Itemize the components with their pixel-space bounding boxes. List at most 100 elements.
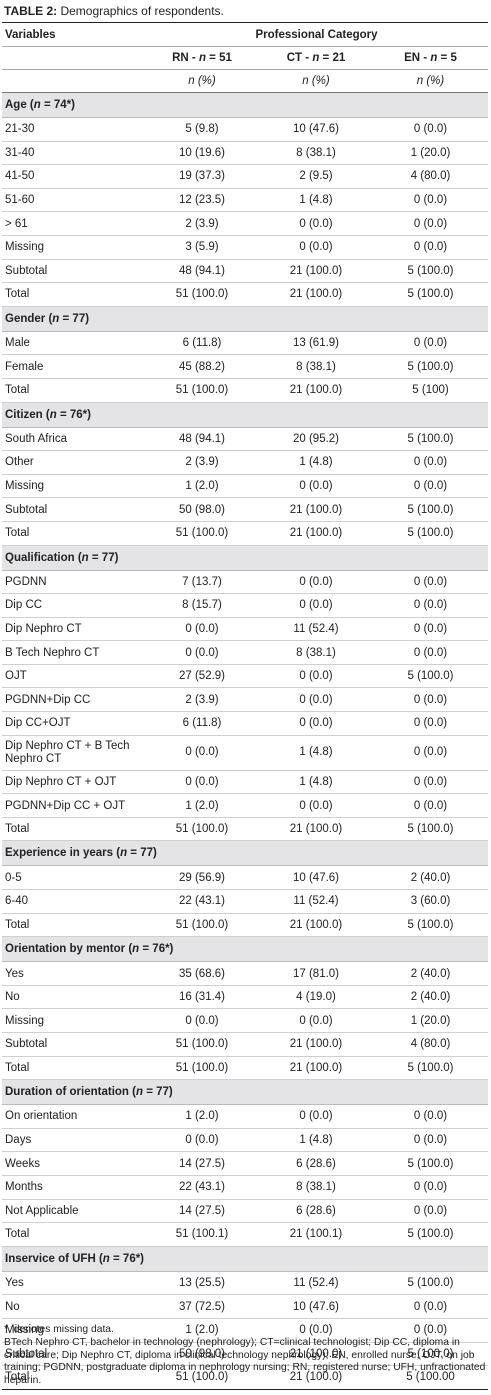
cell-en: 0 (0.0) — [373, 570, 489, 595]
row-label: Days — [2, 1128, 145, 1153]
cell-en: 0 (0.0) — [373, 711, 489, 736]
table-row: Male 6 (11.8) 13 (61.9) 0 (0.0) — [2, 331, 489, 356]
cell-rn: 6 (11.8) — [145, 331, 259, 356]
cell-rn: 51 (100.0) — [145, 1365, 259, 1390]
table-row: Missing 1 (2.0) 0 (0.0) 0 (0.0) — [2, 474, 489, 499]
cell-ct: 10 (47.6) — [259, 1294, 373, 1319]
cell-rn: 8 (15.7) — [145, 593, 259, 618]
cell-ct: 11 (52.4) — [259, 1271, 373, 1296]
cell-en: 0 (0.0) — [373, 593, 489, 618]
row-label: 21-30 — [2, 117, 145, 142]
cell-rn: 37 (72.5) — [145, 1294, 259, 1319]
cell-ct: 0 (0.0) — [259, 474, 373, 499]
table-row: 6-40 22 (43.1) 11 (52.4) 3 (60.0) — [2, 889, 489, 914]
table-row: B Tech Nephro CT 0 (0.0) 8 (38.1) 0 (0.0) — [2, 640, 489, 665]
table-row: Missing 3 (5.9) 0 (0.0) 0 (0.0) — [2, 235, 489, 260]
cell-en: 5 (100.0) — [373, 354, 489, 379]
row-label: Missing — [2, 1318, 145, 1343]
cell-rn: 50 (98.0) — [145, 1342, 259, 1367]
table-row: Dip Nephro CT 0 (0.0) 11 (52.4) 0 (0.0) — [2, 617, 489, 642]
cell-ct: 2 (9.5) — [259, 164, 373, 189]
cell-ct: 0 (0.0) — [259, 711, 373, 736]
cell-en: 0 (0.0) — [373, 793, 489, 818]
cell-ct: 0 (0.0) — [259, 793, 373, 818]
cell-rn: 48 (94.1) — [145, 259, 259, 284]
row-label: OJT — [2, 664, 145, 689]
cell-en: 5 (100) — [373, 378, 489, 403]
table-row: > 61 2 (3.9) 0 (0.0) 0 (0.0) — [2, 211, 489, 236]
row-label: Yes — [2, 961, 145, 986]
cell-rn: 3 (5.9) — [145, 235, 259, 260]
table-row: Dip Nephro CT + B Tech Nephro CT 0 (0.0) 1… — [2, 735, 489, 771]
table-row: South Africa 48 (94.1) 20 (95.2) 5 (100.0) — [2, 427, 489, 452]
cell-en: 5 (100.0) — [373, 1056, 489, 1081]
cell-en: 0 (0.0) — [373, 474, 489, 499]
cell-ct: 0 (0.0) — [259, 1104, 373, 1129]
row-label: PGDNN — [2, 570, 145, 595]
table-row: 31-40 10 (19.6) 8 (38.1) 1 (20.0) — [2, 141, 489, 166]
cell-en: 0 (0.0) — [373, 770, 489, 795]
table-row: 21-30 5 (9.8) 10 (47.6) 0 (0.0) — [2, 117, 489, 142]
cell-rn: 45 (88.2) — [145, 354, 259, 379]
table-row: Other 2 (3.9) 1 (4.8) 0 (0.0) — [2, 450, 489, 475]
table-row: Total 51 (100.0) 21 (100.0) 5 (100) — [2, 378, 489, 403]
cell-en: 5 (100.0) — [373, 1222, 489, 1247]
cell-rn: 51 (100.1) — [145, 1222, 259, 1247]
table-row: Subtotal 50 (98.0) 21 (100.0) 5 (100.0) — [2, 497, 489, 522]
cell-ct: 21 (100.0) — [259, 378, 373, 403]
row-label: Male — [2, 331, 145, 356]
table-body: Age (n = 74*) 21-30 5 (9.8) 10 (47.6) 0 (0.0… — [2, 92, 489, 1390]
cell-ct: 8 (38.1) — [259, 640, 373, 665]
row-label: > 61 — [2, 211, 145, 236]
cell-ct: 21 (100.0) — [259, 521, 373, 546]
cell-ct: 13 (61.9) — [259, 331, 373, 356]
row-label: Not Applicable — [2, 1199, 145, 1224]
cell-en: 2 (40.0) — [373, 985, 489, 1010]
cell-en: 5 (100.00 — [373, 1365, 489, 1390]
section-header-row: Orientation by mentor (n = 76*) — [2, 936, 489, 963]
cell-rn: 22 (43.1) — [145, 1175, 259, 1200]
row-label: Total — [2, 378, 145, 403]
cell-en: 0 (0.0) — [373, 450, 489, 475]
cell-ct: 11 (52.4) — [259, 617, 373, 642]
cell-ct: 4 (19.0) — [259, 985, 373, 1010]
table-row: Dip CC+OJT 6 (11.8) 0 (0.0) 0 (0.0) — [2, 711, 489, 736]
table-row: Yes 35 (68.6) 17 (81.0) 2 (40.0) — [2, 961, 489, 986]
table-row: 51-60 12 (23.5) 1 (4.8) 0 (0.0) — [2, 188, 489, 213]
row-label: Total — [2, 1365, 145, 1390]
table-row: PGDNN+Dip CC + OJT 1 (2.0) 0 (0.0) 0 (0.0) — [2, 793, 489, 818]
table-row: Days 0 (0.0) 1 (4.8) 0 (0.0) — [2, 1128, 489, 1153]
cell-en: 4 (80.0) — [373, 164, 489, 189]
cell-rn: 48 (94.1) — [145, 427, 259, 452]
section-title: Qualification (n = 77) — [2, 545, 489, 571]
row-label: On orientation — [2, 1104, 145, 1129]
cell-ct: 21 (100.1) — [259, 1222, 373, 1247]
header-unit-ct: n (%) — [259, 69, 373, 93]
cell-rn: 1 (2.0) — [145, 1318, 259, 1343]
header-unit-en: n (%) — [373, 69, 489, 93]
row-label: No — [2, 1294, 145, 1319]
table-row: OJT 27 (52.9) 0 (0.0) 5 (100.0) — [2, 664, 489, 689]
cell-ct: 1 (4.8) — [259, 188, 373, 213]
row-label: Other — [2, 450, 145, 475]
table-row: Total 51 (100.0) 21 (100.0) 5 (100.0) — [2, 817, 489, 842]
cell-ct: 10 (47.6) — [259, 865, 373, 891]
cell-en: 0 (0.0) — [373, 617, 489, 642]
cell-en: 0 (0.0) — [373, 1175, 489, 1200]
table-footnotes: *, denotes missing data. BTech Nephro CT,… — [4, 1324, 488, 1388]
table-row: Total 51 (100.0) 21 (100.0) 5 (100.0) — [2, 282, 489, 307]
cell-rn: 7 (13.7) — [145, 570, 259, 595]
table-row: Missing 0 (0.0) 0 (0.0) 1 (20.0) — [2, 1008, 489, 1033]
cell-ct: 10 (47.6) — [259, 117, 373, 142]
table-row: Months 22 (43.1) 8 (38.1) 0 (0.0) — [2, 1175, 489, 1200]
cell-en: 0 (0.0) — [373, 117, 489, 142]
row-label: Missing — [2, 1008, 145, 1033]
section-title: Inservice of UFH (n = 76*) — [2, 1246, 489, 1272]
row-label: Dip Nephro CT + OJT — [2, 770, 145, 795]
section-header-row: Citizen (n = 76*) — [2, 402, 489, 428]
section-title: Gender (n = 77) — [2, 306, 489, 332]
cell-en: 5 (100.0) — [373, 259, 489, 284]
table-row: 0-5 29 (56.9) 10 (47.6) 2 (40.0) — [2, 865, 489, 891]
header-professional-category: Professional Category — [145, 22, 489, 47]
